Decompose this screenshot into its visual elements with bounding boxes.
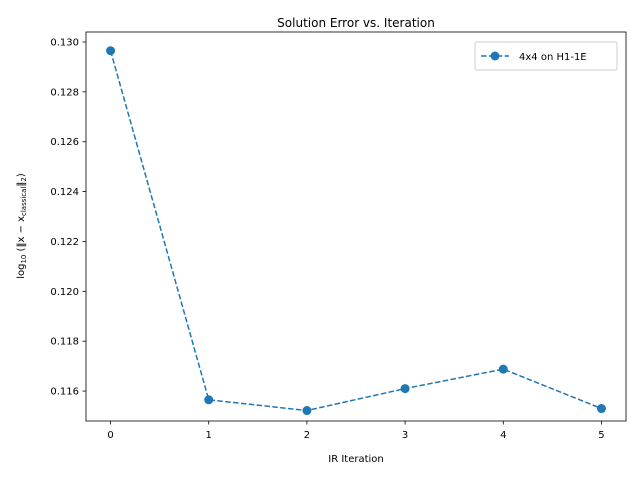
legend: 4x4 on H1-1E bbox=[474, 41, 618, 71]
x-axis-label: IR Iteration bbox=[328, 454, 384, 465]
y-label-open: (‖x − x bbox=[16, 216, 27, 255]
legend-label: 4x4 on H1-1E bbox=[519, 52, 587, 63]
y-label-log: log bbox=[16, 264, 27, 279]
series-line bbox=[109, 50, 602, 412]
y-tick-label: 0.124 bbox=[50, 187, 79, 198]
y-axis-label: log10 (‖x − xclassical‖2) bbox=[16, 173, 28, 279]
y-tick-label: 0.128 bbox=[50, 87, 79, 98]
y-label-subscript: classical bbox=[20, 187, 28, 216]
y-tick-label: 0.116 bbox=[50, 387, 79, 398]
data-point bbox=[596, 404, 606, 414]
data-point bbox=[302, 406, 312, 416]
legend-box bbox=[474, 41, 618, 71]
data-point bbox=[204, 395, 214, 405]
x-axis-ticks: 0 1 2 3 4 5 bbox=[107, 421, 605, 441]
legend-marker bbox=[490, 51, 500, 61]
y-tick-label: 0.122 bbox=[50, 237, 79, 248]
chart-title: Solution Error vs. Iteration bbox=[277, 16, 435, 30]
x-tick-label: 3 bbox=[402, 430, 408, 441]
y-tick-label: 0.126 bbox=[50, 137, 79, 148]
y-tick-label: 0.118 bbox=[50, 337, 79, 348]
y-label-norm-subscript: 2 bbox=[20, 177, 28, 181]
data-point bbox=[106, 46, 116, 56]
data-point bbox=[400, 384, 410, 394]
x-tick-label: 5 bbox=[598, 430, 604, 441]
y-axis-ticks: 0.116 0.118 0.120 0.122 0.124 0.126 0.128 0.130 bbox=[50, 37, 86, 398]
y-tick-label: 0.120 bbox=[50, 287, 79, 298]
y-tick-label: 0.130 bbox=[50, 37, 79, 48]
data-point bbox=[498, 364, 508, 374]
y-label-log-base: 10 bbox=[20, 255, 28, 264]
x-tick-label: 1 bbox=[206, 430, 212, 441]
y-label-close: ‖ bbox=[16, 182, 27, 187]
y-label-end: ) bbox=[16, 173, 27, 177]
plot-area-frame bbox=[85, 31, 627, 422]
x-tick-label: 2 bbox=[304, 430, 310, 441]
series-layer bbox=[106, 46, 606, 416]
x-tick-label: 4 bbox=[500, 430, 506, 441]
x-tick-label: 0 bbox=[107, 430, 113, 441]
